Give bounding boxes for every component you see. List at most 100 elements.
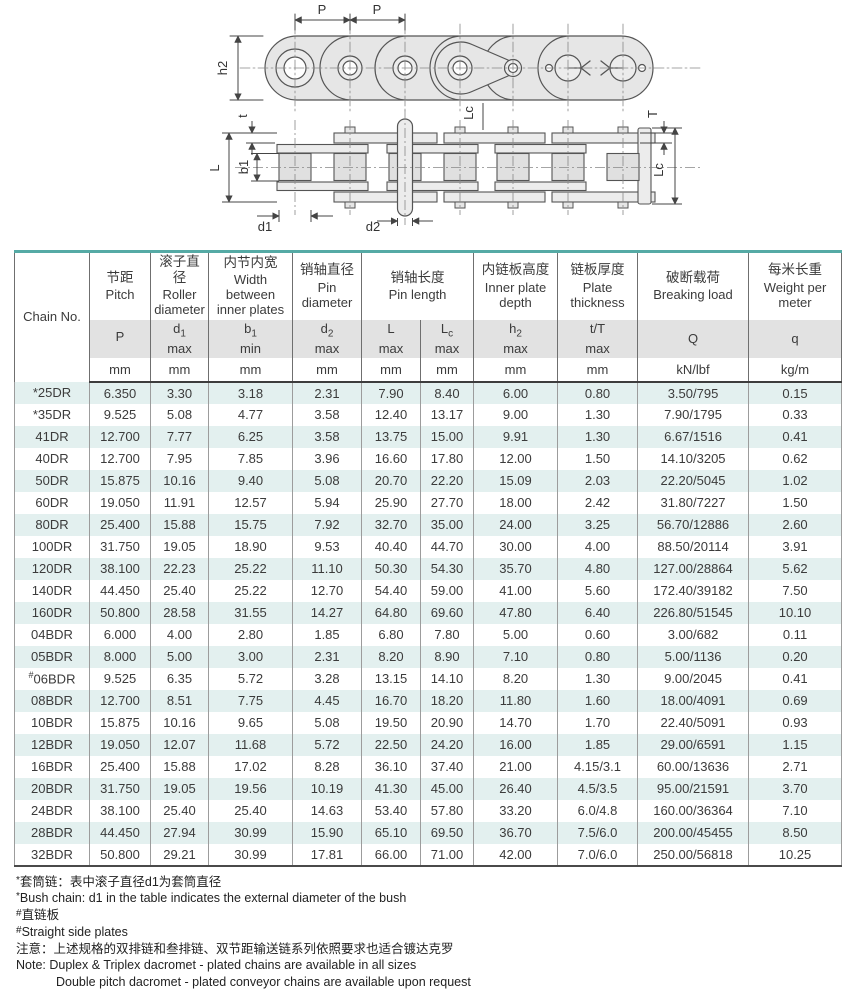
value-cell: 37.40 <box>419 755 475 778</box>
footnote-line: 注意：上述规格的双排链和叁排链、双节距输送链系列依照要求也适合镀达克罗 <box>16 941 454 956</box>
table-row: 160DR 50.800 28.58 31.55 14.27 64.80 69.60 47.8… <box>14 601 843 624</box>
value-cell: 10.10 <box>748 601 843 624</box>
chain-no-cell: #06BDR <box>14 667 90 690</box>
value-cell: 38.100 <box>89 799 151 822</box>
value-cell: 20.70 <box>361 469 421 492</box>
value-cell: 47.80 <box>473 601 559 624</box>
table-row: #06BDR 9.525 6.35 5.72 3.28 13.15 14.10 8.20 1.3… <box>14 667 843 690</box>
value-cell: 11.91 <box>150 491 209 514</box>
value-cell: 13.75 <box>361 425 421 448</box>
dim-label-lc-right: Lc <box>651 163 666 177</box>
unit-cell: mm <box>292 357 362 383</box>
value-cell: 17.02 <box>208 755 293 778</box>
value-cell: 22.40/5091 <box>637 711 750 734</box>
value-cell: 3.58 <box>292 425 362 448</box>
value-cell: 4.77 <box>208 403 293 426</box>
value-cell: 32.70 <box>361 513 421 536</box>
sym-Lc: Lc max <box>419 319 475 358</box>
value-cell: 1.85 <box>557 733 639 756</box>
value-cell: 9.00/2045 <box>637 667 750 690</box>
value-cell: 9.40 <box>208 469 293 492</box>
dim-label-pitch-2: P <box>373 2 382 17</box>
col-header-plate-thickness: 链板厚度 Plate thickness <box>557 251 639 320</box>
chain-no-cell: 28BDR <box>14 821 90 844</box>
value-cell: 12.700 <box>89 689 151 712</box>
value-cell: 26.40 <box>473 777 559 800</box>
value-cell: 6.80 <box>361 623 421 646</box>
value-cell: 15.09 <box>473 469 559 492</box>
table-row: 05BDR 8.000 5.00 3.00 2.31 8.20 8.90 7.10 0.80 5.… <box>14 645 843 668</box>
sym-d2: d2 max <box>292 319 362 358</box>
footnote-line: Note: Duplex & Triplex dacromet - plated… <box>16 958 417 973</box>
chain-no-cell: 160DR <box>14 601 90 624</box>
value-cell: 9.525 <box>89 667 151 690</box>
unit-cell: mm <box>361 357 421 383</box>
value-cell: 2.31 <box>292 645 362 668</box>
value-cell: 4.80 <box>557 557 639 580</box>
unit-cell: mm <box>208 357 293 383</box>
value-cell: 160.00/36364 <box>637 799 750 822</box>
value-cell: 45.00 <box>419 777 475 800</box>
table-header-names: Chain No. 节距 Pitch 滚子直径 Roller diameter 内节… <box>14 251 843 382</box>
value-cell: 27.94 <box>150 821 209 844</box>
value-cell: 50.800 <box>89 843 151 866</box>
sym-tT: t/T max <box>557 319 639 358</box>
value-cell: 24.20 <box>419 733 475 756</box>
value-cell: 12.40 <box>361 403 421 426</box>
chain-no-cell: 08BDR <box>14 689 90 712</box>
value-cell: 8.20 <box>473 667 559 690</box>
value-cell: 7.0/6.0 <box>557 843 639 866</box>
table-row: 08BDR 12.700 8.51 7.75 4.45 16.70 18.20 11.80 1.… <box>14 689 843 712</box>
value-cell: 5.62 <box>748 557 843 580</box>
value-cell: 5.00 <box>150 645 209 668</box>
value-cell: 19.05 <box>150 777 209 800</box>
value-cell: 88.50/20114 <box>637 535 750 558</box>
value-cell: 14.70 <box>473 711 559 734</box>
value-cell: 8.90 <box>419 645 475 668</box>
unit-cell: mm <box>419 357 475 383</box>
chain-side-view: P P h2 <box>215 2 701 113</box>
sym-P: P <box>89 319 151 358</box>
value-cell: 5.00/1136 <box>637 645 750 668</box>
value-cell: 6.0/4.8 <box>557 799 639 822</box>
value-cell: 10.19 <box>292 777 362 800</box>
footnotes: *套筒链：表中滚子直径d1为套筒直径 *Bush chain: d1 in the… <box>16 874 839 991</box>
value-cell: 25.90 <box>361 491 421 514</box>
dim-label-d2: d2 <box>366 219 380 234</box>
value-cell: 5.08 <box>150 403 209 426</box>
value-cell: 25.40 <box>208 799 293 822</box>
chain-no-cell: *25DR <box>14 381 90 404</box>
table-row: 50DR 15.875 10.16 9.40 5.08 20.70 22.20 15.09 2.… <box>14 469 843 492</box>
value-cell: 57.80 <box>419 799 475 822</box>
sym-h2: h2 max <box>473 319 559 358</box>
chain-no-cell: 20BDR <box>14 777 90 800</box>
value-cell: 0.20 <box>748 645 843 668</box>
value-cell: 1.30 <box>557 425 639 448</box>
value-cell: 19.56 <box>208 777 293 800</box>
value-cell: 7.10 <box>473 645 559 668</box>
value-cell: 22.23 <box>150 557 209 580</box>
table-row: 04BDR 6.000 4.00 2.80 1.85 6.80 7.80 5.00 0.60 3.… <box>14 623 843 646</box>
sym-Q: Q <box>637 319 750 358</box>
value-cell: 0.93 <box>748 711 843 734</box>
value-cell: 1.02 <box>748 469 843 492</box>
dim-label-L: L <box>207 164 222 171</box>
value-cell: 4.15/3.1 <box>557 755 639 778</box>
value-cell: 127.00/28864 <box>637 557 750 580</box>
col-header-inner-plate-depth: 内链板高度 Inner plate depth <box>473 251 559 320</box>
value-cell: 30.99 <box>208 821 293 844</box>
value-cell: 0.33 <box>748 403 843 426</box>
value-cell: 36.10 <box>361 755 421 778</box>
value-cell: 18.20 <box>419 689 475 712</box>
value-cell: 9.65 <box>208 711 293 734</box>
value-cell: 31.750 <box>89 535 151 558</box>
table-row: 10BDR 15.875 10.16 9.65 5.08 19.50 20.90 14.70 1… <box>14 711 843 734</box>
value-cell: 0.62 <box>748 447 843 470</box>
value-cell: 2.80 <box>208 623 293 646</box>
footnote-marker: # <box>16 924 22 936</box>
col-header-breaking-load: 破断载荷 Breaking load <box>637 251 750 320</box>
value-cell: 5.72 <box>292 733 362 756</box>
value-cell: 6.35 <box>150 667 209 690</box>
